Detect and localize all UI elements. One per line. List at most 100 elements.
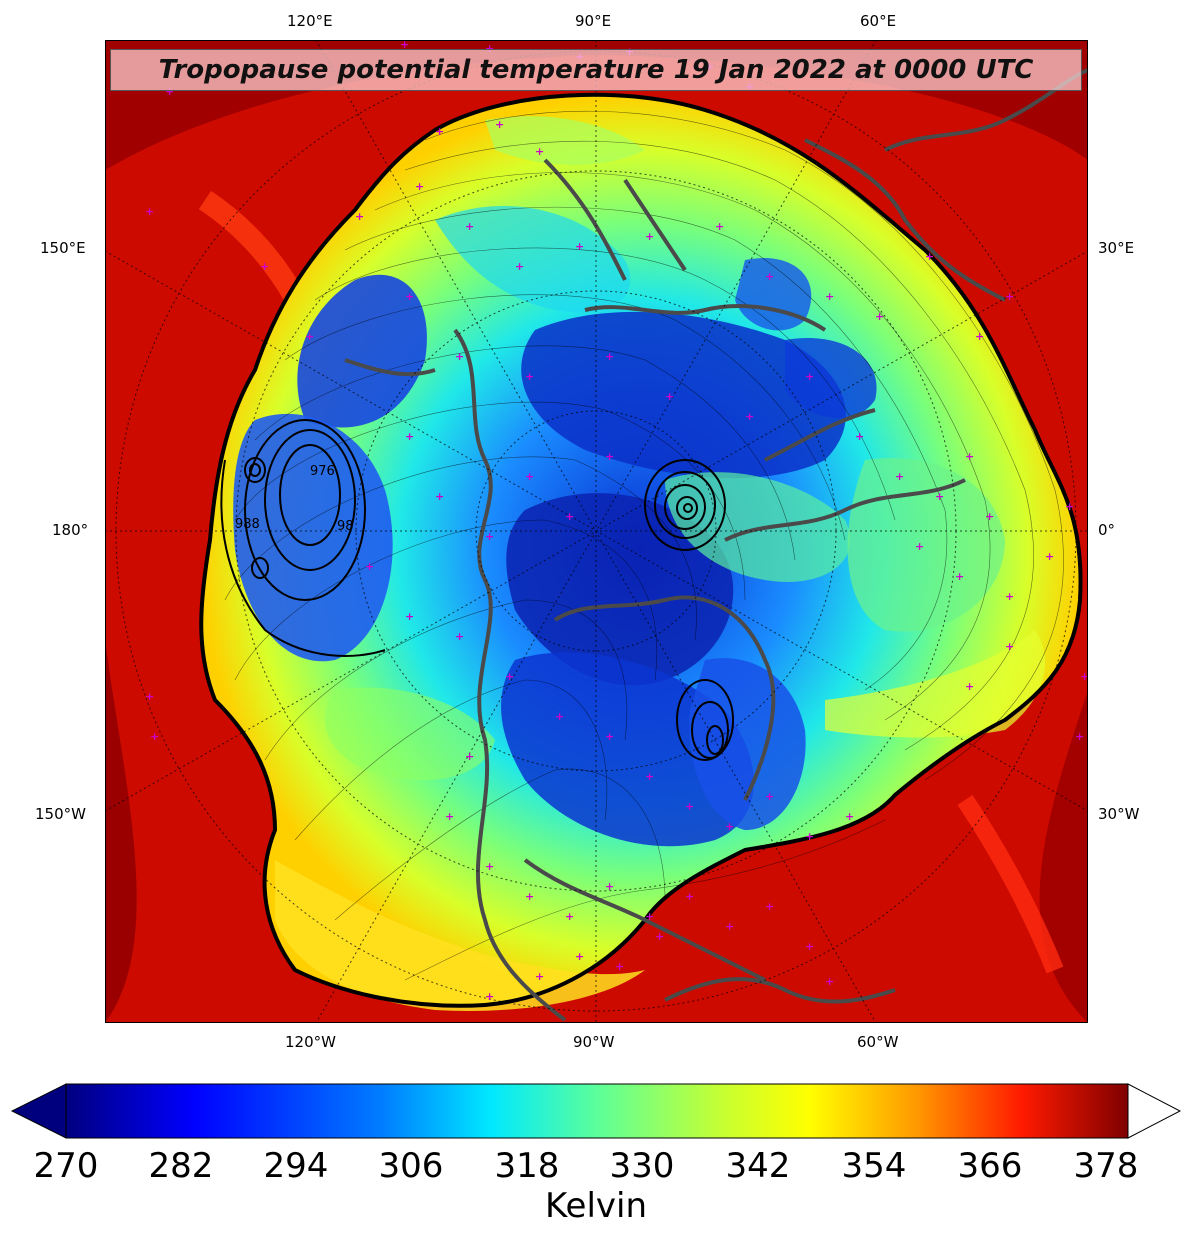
svg-text:+: + bbox=[495, 118, 504, 131]
svg-text:+: + bbox=[855, 430, 864, 443]
label-bottom-60W: 60°W bbox=[857, 1033, 899, 1051]
svg-text:+: + bbox=[485, 530, 494, 543]
svg-text:+: + bbox=[260, 260, 269, 273]
label-left-180: 180° bbox=[52, 521, 89, 539]
svg-text:+: + bbox=[435, 125, 444, 138]
svg-text:+: + bbox=[505, 670, 514, 683]
green-swirl bbox=[485, 116, 645, 165]
svg-text:+: + bbox=[565, 510, 574, 523]
svg-text:+: + bbox=[525, 470, 534, 483]
svg-text:+: + bbox=[765, 900, 774, 913]
colorbar-tick: 354 bbox=[841, 1146, 907, 1186]
pressure-contours-low-1 bbox=[220, 419, 386, 657]
cyan-swirl bbox=[847, 458, 1005, 632]
label-right-30E: 30°E bbox=[1098, 239, 1135, 257]
colorbar-extend-high bbox=[1127, 1083, 1182, 1139]
label-left-150E: 150°E bbox=[40, 239, 86, 257]
tropopause-break-outline bbox=[199, 92, 1083, 1008]
svg-text:+: + bbox=[725, 820, 734, 833]
svg-text:+: + bbox=[965, 680, 974, 693]
label-top-120E: 120°E bbox=[287, 12, 333, 30]
svg-text:+: + bbox=[565, 910, 574, 923]
svg-text:+: + bbox=[305, 330, 314, 343]
svg-text:+: + bbox=[535, 145, 544, 158]
svg-text:+: + bbox=[605, 450, 614, 463]
svg-text:+: + bbox=[845, 810, 854, 823]
cold-lobe bbox=[735, 258, 812, 331]
warm-tongue bbox=[825, 630, 1045, 738]
svg-text:+: + bbox=[605, 730, 614, 743]
dark-red-region bbox=[105, 640, 137, 1023]
svg-text:+: + bbox=[665, 390, 674, 403]
svg-text:+: + bbox=[355, 210, 364, 223]
label-top-90E: 90°E bbox=[575, 12, 612, 30]
svg-text:+: + bbox=[725, 920, 734, 933]
potential-temperature-contours bbox=[224, 110, 1064, 981]
bright-red-streak bbox=[957, 795, 1064, 974]
svg-text:+: + bbox=[485, 990, 494, 1003]
station-markers: + + + + + + + + + + + + + + + + + + + + + + + + + + + + + + + + + + +… bbox=[145, 40, 1088, 1003]
svg-text:+: + bbox=[915, 540, 924, 553]
svg-text:+: + bbox=[765, 270, 774, 283]
label-left-150W: 150°W bbox=[35, 805, 86, 823]
label-bottom-90W: 90°W bbox=[573, 1033, 615, 1051]
label-right-0: 0° bbox=[1098, 521, 1116, 539]
svg-text:+: + bbox=[405, 610, 414, 623]
svg-text:+: + bbox=[1005, 290, 1014, 303]
cold-lobe bbox=[521, 311, 846, 479]
label-right-30W: 30°W bbox=[1098, 805, 1140, 823]
tropopause-map: 976 988 98 bbox=[105, 40, 1088, 1023]
svg-text:+: + bbox=[615, 960, 624, 973]
colorbar-tick: 282 bbox=[148, 1146, 214, 1186]
label-top-60E: 60°E bbox=[860, 12, 897, 30]
svg-text:+: + bbox=[975, 330, 984, 343]
pressure-label-98: 98 bbox=[337, 519, 354, 534]
svg-text:+: + bbox=[985, 510, 994, 523]
colorbar-tick: 306 bbox=[378, 1146, 444, 1186]
svg-text:+: + bbox=[575, 240, 584, 253]
svg-text:+: + bbox=[415, 180, 424, 193]
cold-lobe bbox=[297, 274, 427, 428]
svg-text:+: + bbox=[825, 975, 834, 988]
svg-text:+: + bbox=[145, 205, 154, 218]
svg-text:+: + bbox=[955, 570, 964, 583]
svg-text:+: + bbox=[1005, 640, 1014, 653]
svg-text:+: + bbox=[685, 800, 694, 813]
svg-text:+: + bbox=[605, 880, 614, 893]
svg-text:+: + bbox=[555, 710, 564, 723]
cyan-swirl bbox=[435, 205, 631, 313]
svg-text:+: + bbox=[965, 450, 974, 463]
colorbar bbox=[10, 1082, 1182, 1142]
colorbar-tick: 366 bbox=[957, 1146, 1023, 1186]
colorbar-tick: 330 bbox=[609, 1146, 675, 1186]
svg-text:+: + bbox=[525, 890, 534, 903]
svg-text:+: + bbox=[485, 42, 494, 55]
svg-text:+: + bbox=[365, 560, 374, 573]
svg-text:+: + bbox=[765, 790, 774, 803]
svg-text:+: + bbox=[150, 730, 159, 743]
svg-text:+: + bbox=[1045, 550, 1054, 563]
colorbar-tick: 318 bbox=[494, 1146, 560, 1186]
svg-text:+: + bbox=[925, 250, 934, 263]
svg-text:+: + bbox=[405, 430, 414, 443]
svg-text:+: + bbox=[400, 40, 409, 51]
svg-text:+: + bbox=[165, 85, 174, 98]
svg-text:+: + bbox=[825, 290, 834, 303]
colorbar-tick: 342 bbox=[725, 1146, 791, 1186]
coastlines bbox=[344, 68, 1088, 1022]
svg-text:+: + bbox=[515, 260, 524, 273]
svg-text:+: + bbox=[455, 630, 464, 643]
svg-text:+: + bbox=[1005, 590, 1014, 603]
svg-text:+: + bbox=[1080, 670, 1088, 683]
svg-text:+: + bbox=[645, 910, 654, 923]
colorbar-unit-label: Kelvin bbox=[544, 1186, 648, 1226]
svg-text:+: + bbox=[455, 350, 464, 363]
svg-text:+: + bbox=[935, 490, 944, 503]
svg-text:+: + bbox=[405, 290, 414, 303]
svg-text:+: + bbox=[145, 690, 154, 703]
pressure-contours-low-3 bbox=[676, 679, 734, 761]
cold-lobe bbox=[501, 652, 754, 847]
svg-text:+: + bbox=[1065, 500, 1074, 513]
colorbar-tick: 270 bbox=[33, 1146, 99, 1186]
green-swirl bbox=[325, 687, 495, 780]
